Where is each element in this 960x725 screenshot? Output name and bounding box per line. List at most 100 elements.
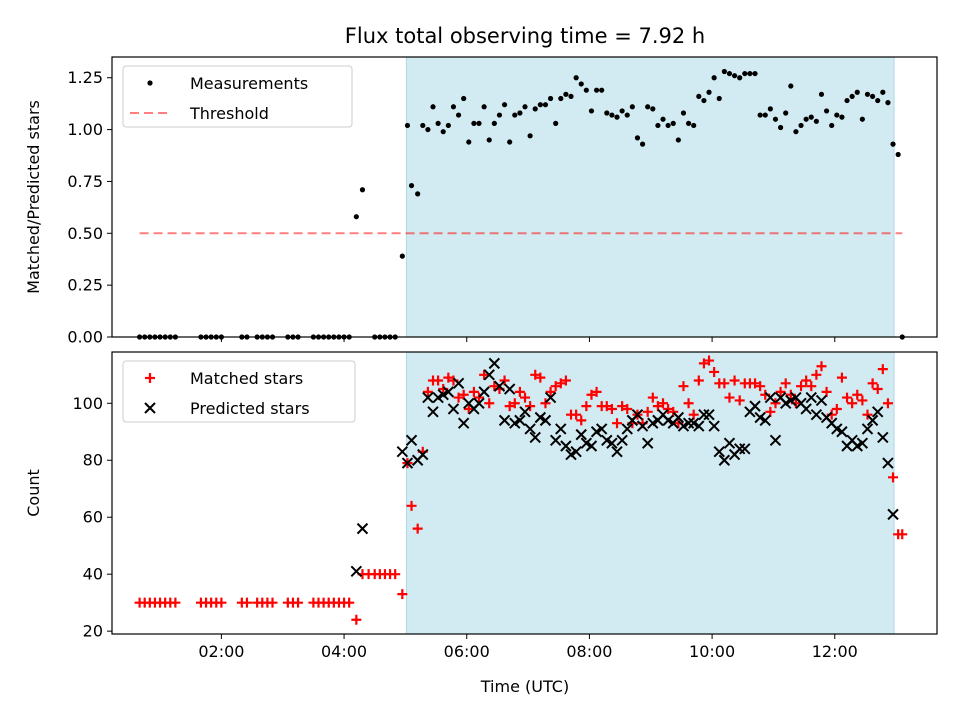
measurement-point — [359, 187, 366, 193]
predicted-star-point — [483, 369, 495, 381]
predicted-star-point — [544, 391, 557, 404]
matched-star-point — [617, 401, 628, 412]
predicted-star-point — [401, 457, 414, 469]
predicted-star-point — [457, 417, 470, 429]
predicted-star-point — [800, 403, 812, 415]
predicted-star-point — [621, 423, 633, 435]
predicted-star-point — [810, 408, 823, 421]
measurement-point — [895, 151, 901, 158]
matched-star-point — [468, 386, 479, 397]
measurement-point — [420, 122, 426, 129]
measurement-point — [864, 91, 871, 97]
matched-star-point — [668, 406, 679, 417]
matched-star-point — [857, 395, 868, 406]
top-data-points — [137, 68, 905, 340]
predicted-star-point — [749, 400, 761, 412]
x-tick-label: 08:00 — [566, 642, 612, 661]
matched-star-point — [433, 375, 444, 386]
measurement-point — [599, 87, 605, 93]
matched-star-point — [704, 355, 715, 366]
chart-title: Flux total observing time = 7.92 h — [345, 24, 705, 48]
measurement-point — [629, 104, 635, 110]
predicted-star-point — [396, 445, 409, 458]
predicted-star-point — [708, 420, 720, 432]
measurement-point — [788, 83, 794, 89]
matched-star-point — [796, 381, 807, 392]
matched-star-point — [525, 401, 536, 412]
x-tick-label: 06:00 — [444, 642, 490, 661]
matched-star-point — [479, 369, 490, 380]
bottom-y-tick-label: 100 — [72, 394, 103, 413]
measurement-point — [430, 104, 436, 110]
predicted-star-point — [739, 443, 751, 455]
matched-star-point — [872, 384, 883, 395]
predicted-star-point — [585, 440, 598, 452]
measurement-point — [890, 141, 896, 147]
measurement-point — [461, 95, 467, 102]
measurement-point — [680, 110, 687, 116]
predicted-star-point — [759, 414, 771, 427]
measurement-point — [496, 112, 503, 118]
measurement-point — [609, 112, 615, 118]
measurement-point — [619, 108, 625, 114]
top-y-tick-label: 1.00 — [67, 120, 103, 139]
legend-measurement-marker — [147, 80, 153, 86]
top-observing-window — [405, 56, 895, 338]
measurement-point — [793, 129, 799, 135]
matched-star-point — [267, 597, 278, 608]
measurement-point — [859, 116, 865, 122]
legend-predicted-marker — [144, 402, 156, 414]
measurement-point — [691, 122, 697, 129]
predicted-star-point — [473, 397, 485, 409]
predicted-star-point — [641, 437, 654, 449]
matched-star-point — [683, 398, 694, 409]
bottom-data-points — [134, 355, 908, 625]
predicted-star-point — [417, 448, 429, 461]
matched-star-point — [698, 358, 709, 369]
measurement-point — [537, 102, 543, 108]
bottom-y-axis-label: Count — [24, 469, 43, 517]
matched-star-point — [555, 378, 566, 389]
predicted-star-point — [595, 423, 608, 435]
matched-star-point — [453, 392, 464, 403]
matched-star-point — [458, 389, 469, 400]
top-y-tick-label: 0.75 — [67, 172, 103, 191]
legend-label: Predicted stars — [190, 399, 310, 418]
matched-star-point — [719, 378, 730, 389]
measurement-point — [737, 75, 743, 81]
matched-star-point — [724, 392, 735, 403]
predicted-star-point — [493, 380, 506, 392]
matched-star-point — [530, 369, 541, 380]
matched-star-point — [606, 403, 617, 414]
measurement-point — [634, 135, 641, 141]
matched-star-point — [765, 406, 776, 417]
predicted-star-point — [350, 565, 363, 578]
x-tick-label: 12:00 — [812, 642, 858, 661]
predicted-star-point — [606, 437, 618, 449]
predicted-star-point — [524, 423, 536, 435]
measurement-point — [455, 112, 462, 118]
measurement-point — [507, 139, 513, 145]
matched-star-point — [601, 401, 612, 412]
matched-star-point — [709, 366, 720, 377]
top-y-tick-label: 0.50 — [67, 224, 103, 243]
measurement-point — [670, 120, 676, 126]
measurement-point — [491, 120, 497, 126]
matched-star-point — [293, 597, 304, 608]
measurement-point — [501, 102, 508, 108]
matched-star-point — [647, 392, 658, 403]
predicted-star-point — [723, 437, 736, 449]
predicted-star-point — [836, 426, 848, 438]
matched-star-point — [816, 361, 827, 372]
matched-star-point — [678, 381, 689, 392]
matched-star-point — [852, 389, 863, 400]
matched-star-point — [811, 369, 822, 380]
measurement-point — [772, 116, 779, 122]
measurement-point — [803, 116, 809, 122]
matched-star-point — [344, 597, 355, 608]
matched-star-point — [443, 372, 454, 383]
measurement-point — [512, 112, 518, 118]
measurement-point — [696, 93, 702, 100]
matched-star-point — [734, 395, 745, 406]
